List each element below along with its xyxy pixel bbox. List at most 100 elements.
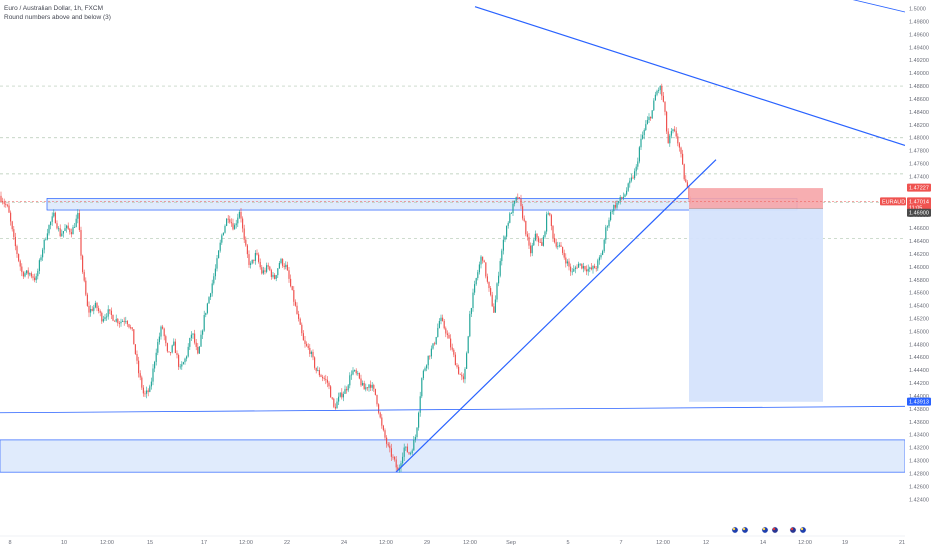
candle-body xyxy=(3,202,5,204)
candle-body xyxy=(496,283,498,300)
candle-body xyxy=(378,404,380,413)
trendlines-layer[interactable] xyxy=(0,0,906,473)
au-flag-icon[interactable] xyxy=(771,526,779,534)
candle-body xyxy=(243,228,245,240)
candle-body xyxy=(418,412,420,428)
candle-body xyxy=(306,343,308,346)
candle-body xyxy=(672,129,674,132)
candle-body xyxy=(470,308,472,314)
candle-body xyxy=(155,352,157,362)
candle-body xyxy=(600,254,602,258)
candle-body xyxy=(14,236,16,247)
au-flag-icon[interactable] xyxy=(789,526,797,534)
candle-body xyxy=(422,370,424,379)
candle-body xyxy=(491,294,493,307)
candle-body xyxy=(34,277,36,281)
candle-body xyxy=(584,266,586,270)
candle-body xyxy=(248,254,250,265)
eu-flag-icon-disc xyxy=(761,526,769,534)
candle-body xyxy=(408,452,410,454)
candle-body xyxy=(424,368,426,371)
candle-body xyxy=(99,311,101,313)
candle-body xyxy=(88,305,90,313)
candle-body xyxy=(285,264,287,268)
candle-body xyxy=(293,290,295,302)
price-axis[interactable]: 1.5000 1.49800 1.49600 1.49400 1.49200 1.4900… xyxy=(880,0,932,550)
candle-body xyxy=(634,171,636,179)
candle-body xyxy=(366,387,368,389)
eu-flag-icon[interactable] xyxy=(731,526,739,534)
candle-body xyxy=(638,147,640,162)
eu-flag-icon[interactable] xyxy=(741,526,749,534)
symbol-title[interactable]: Euro / Australian Dollar, 1h, FXCM xyxy=(4,5,103,12)
candle-body xyxy=(536,233,538,238)
price-tick-label: 1.44400 xyxy=(909,368,929,374)
candle-body xyxy=(230,222,232,224)
candle-body xyxy=(658,90,660,91)
candle-body xyxy=(256,253,258,255)
candle-body xyxy=(50,221,52,226)
candle-body xyxy=(123,321,125,322)
candle-body xyxy=(480,256,482,265)
au-flag-icon-mark xyxy=(790,527,794,531)
candle-body xyxy=(184,358,186,363)
candle-body xyxy=(522,206,524,219)
candle-body xyxy=(525,220,527,235)
candle-body xyxy=(32,276,34,278)
short-position-layer[interactable] xyxy=(0,188,905,402)
price-tick-label: 1.47400 xyxy=(909,174,929,180)
candle-body xyxy=(214,268,216,277)
candle-body xyxy=(395,459,397,468)
candle-body xyxy=(224,225,226,233)
candle-body xyxy=(62,230,64,234)
time-tick-label: Sep xyxy=(506,540,516,546)
candle-body xyxy=(96,302,98,309)
indicator-title[interactable]: Round numbers above and below (3) xyxy=(4,14,111,21)
candle-body xyxy=(579,263,581,265)
candle-body xyxy=(120,321,122,324)
time-tick-label: 14 xyxy=(760,540,766,546)
candle-body xyxy=(562,246,564,253)
time-tick-label: 12:00 xyxy=(239,540,253,546)
candle-body xyxy=(534,233,536,241)
candle-body xyxy=(110,310,112,315)
candle-body xyxy=(91,309,93,311)
candle-body xyxy=(333,398,335,407)
candle-body xyxy=(530,245,532,254)
candle-body xyxy=(0,195,2,201)
time-tick-label: 29 xyxy=(424,540,430,546)
candle-body xyxy=(19,260,21,267)
candle-body xyxy=(667,131,669,144)
take-profit-zone xyxy=(689,208,823,402)
candle-body xyxy=(66,225,68,229)
time-tick-label: 7 xyxy=(619,540,622,546)
candle-body xyxy=(58,228,60,230)
candle-body xyxy=(302,333,304,341)
eu-flag-icon[interactable] xyxy=(761,526,769,534)
candle-body xyxy=(318,370,320,376)
candle-body xyxy=(206,303,208,313)
candle-body xyxy=(176,353,178,356)
time-axis[interactable]: 8 10 12:00 15 17 12:00 22 24 12:00 29 12:00 Sep 5 7 12… xyxy=(0,526,905,546)
candle-body xyxy=(405,446,407,448)
price-tick-label: 1.49800 xyxy=(909,19,929,25)
candle-body xyxy=(622,196,624,199)
candle-body xyxy=(483,260,485,263)
candle-body xyxy=(10,212,12,222)
candle-body xyxy=(219,242,221,251)
candle-body xyxy=(208,297,210,304)
candle-body xyxy=(554,238,556,243)
candle-body xyxy=(251,259,253,264)
candle-body xyxy=(11,221,13,230)
price-tick-label: 1.43800 xyxy=(909,407,929,413)
candle-body xyxy=(632,177,634,179)
candle-body xyxy=(2,200,4,203)
candle-body xyxy=(621,197,623,199)
candle-body xyxy=(576,267,578,269)
candle-body xyxy=(482,256,484,261)
eu-flag-icon[interactable] xyxy=(799,526,807,534)
candle-body xyxy=(526,234,528,237)
candle-body xyxy=(598,257,600,261)
price-label-tag xyxy=(880,197,906,206)
